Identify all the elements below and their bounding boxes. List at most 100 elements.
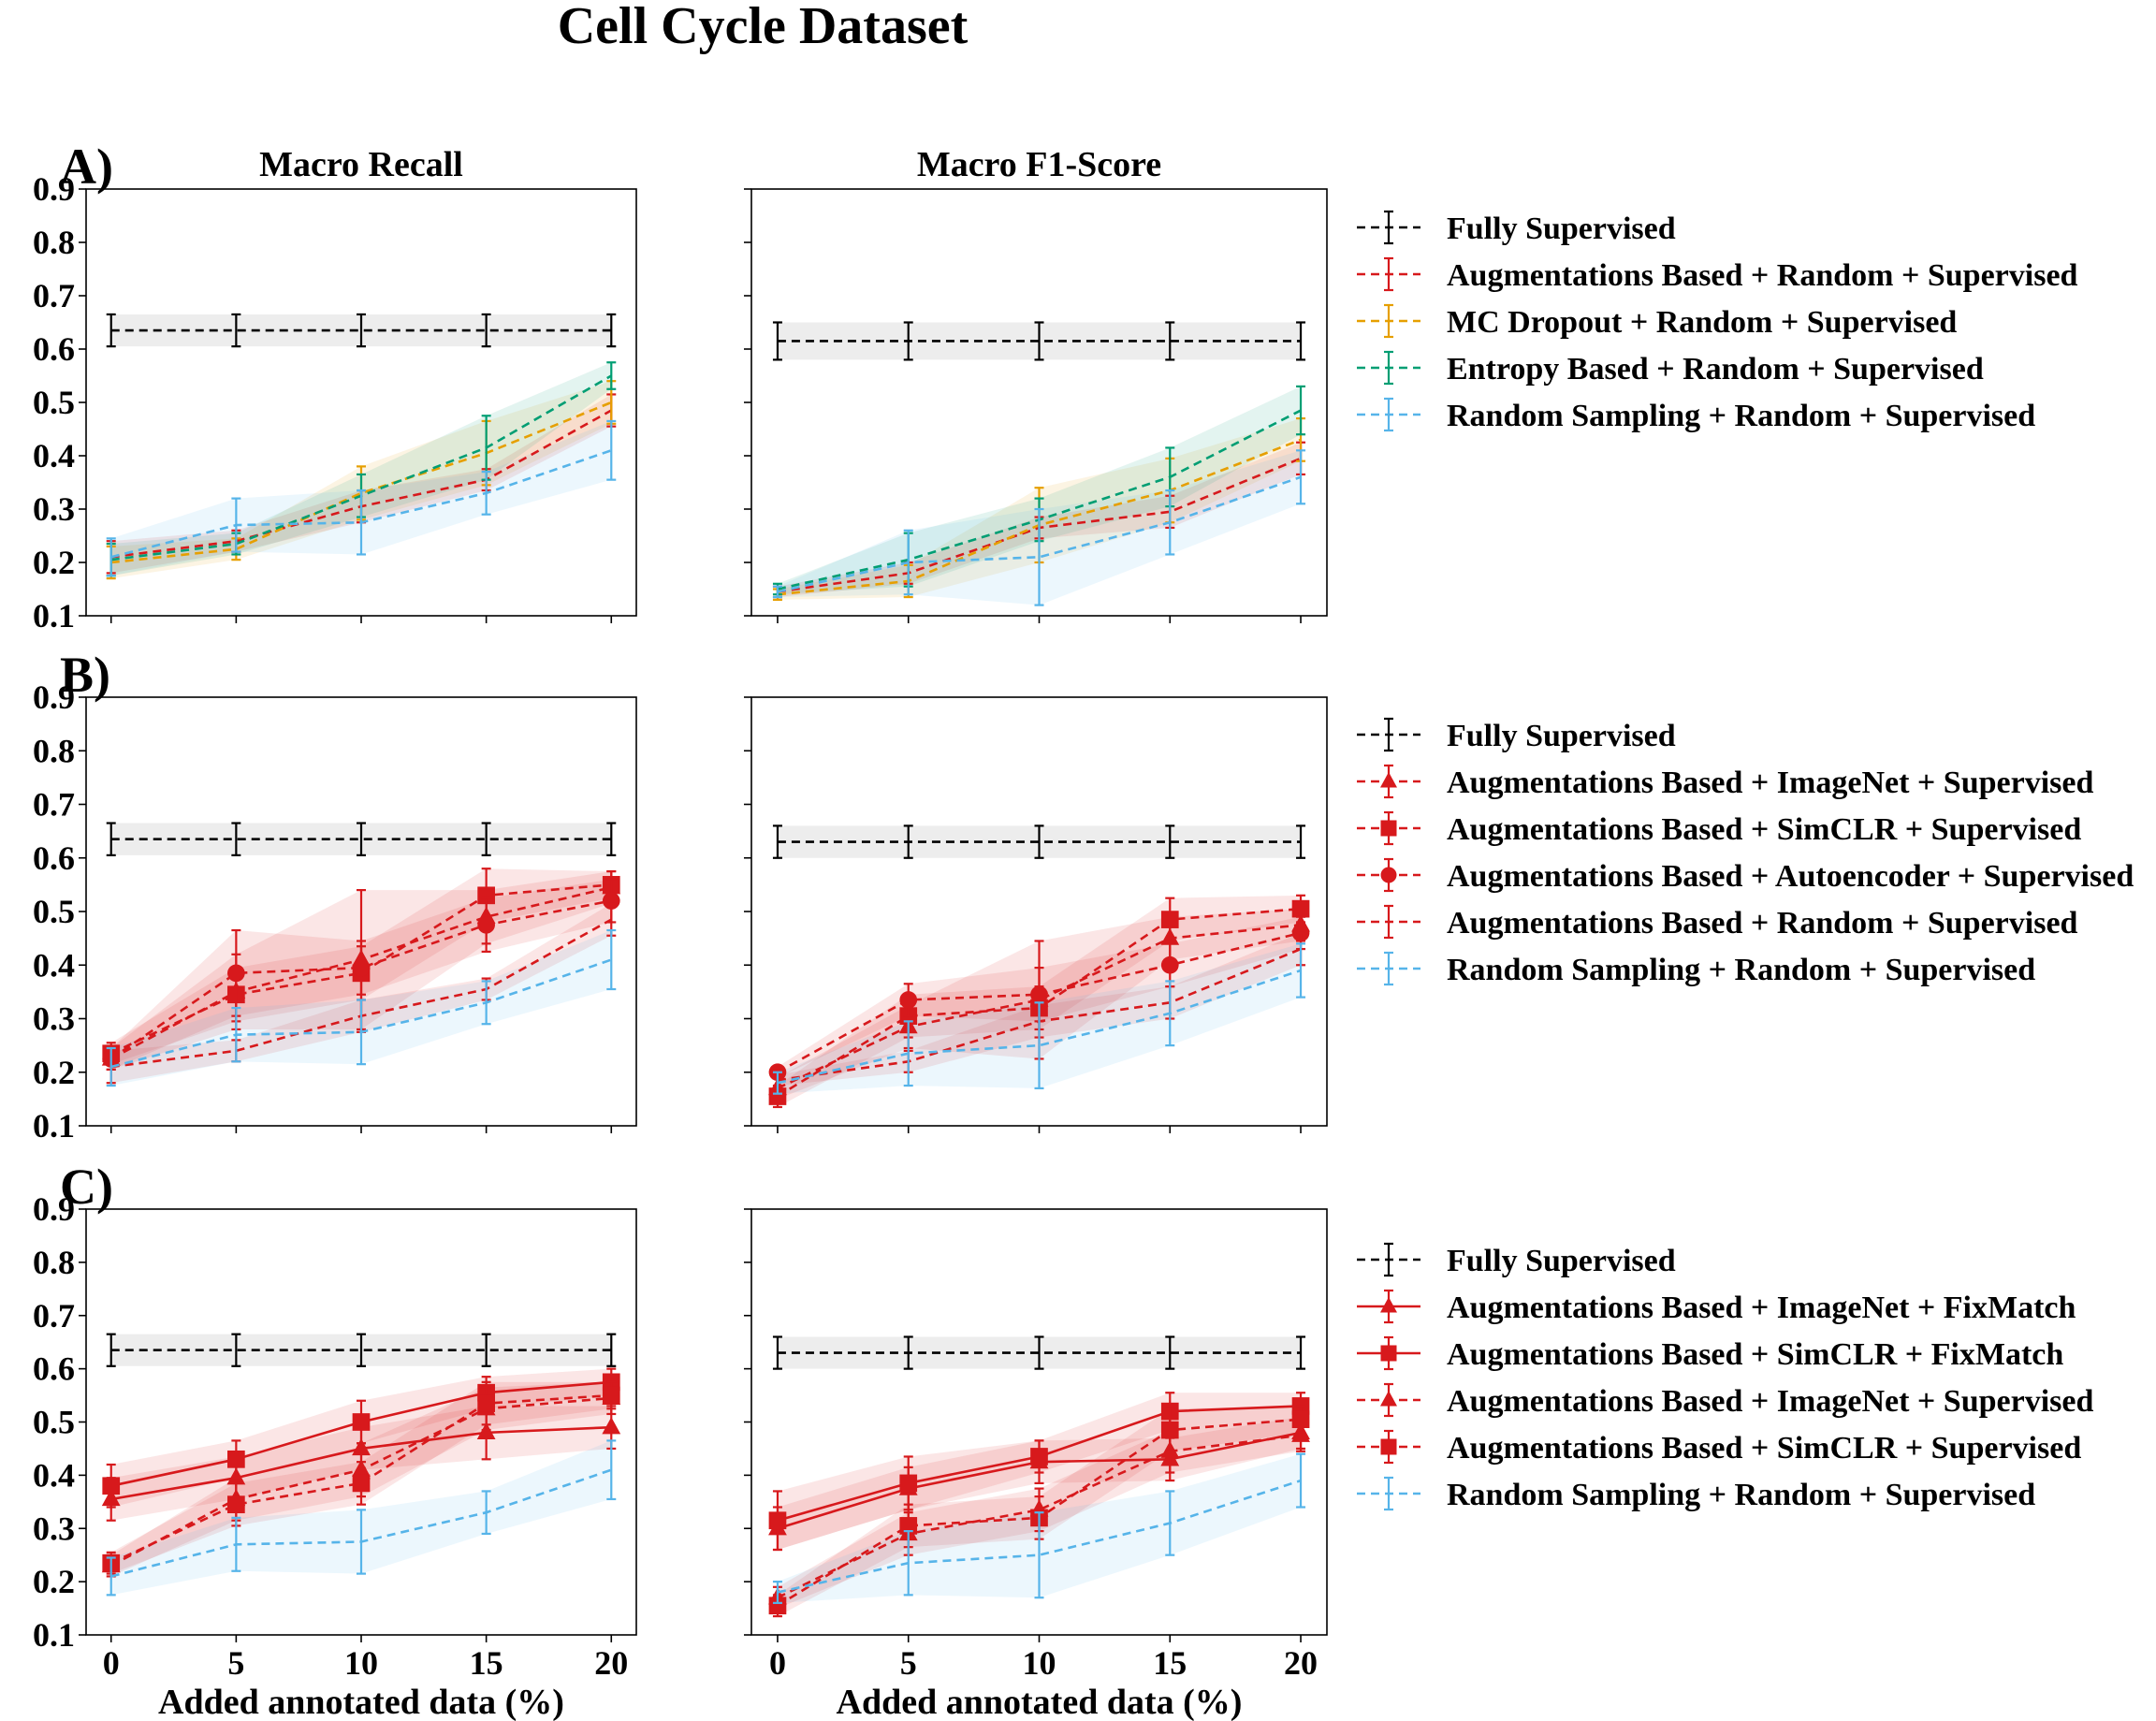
legend-marker <box>1380 1391 1397 1407</box>
legend-entry: Augmentations Based + SimCLR + Supervise… <box>1357 810 2081 847</box>
series-band <box>110 903 612 1084</box>
legend-entry: Fully Supervised <box>1357 717 1676 753</box>
legend-marker <box>1380 820 1397 837</box>
legend-entry: Augmentations Based + ImageNet + FixMatc… <box>1357 1289 2076 1325</box>
data-point <box>1160 1421 1179 1439</box>
series-line <box>777 1434 1302 1599</box>
y-tick-label: 0.8 <box>33 224 75 261</box>
data-point <box>1291 1410 1310 1429</box>
series-line <box>777 924 1302 1090</box>
series-1 <box>106 313 617 348</box>
legend-entry: Augmentations Based + Random + Supervise… <box>1357 256 2078 293</box>
y-tick-label: 0.2 <box>33 544 75 581</box>
series-line <box>777 931 1302 1073</box>
panel-label: A) <box>60 139 113 195</box>
legend-entry: Augmentations Based + Autoencoder + Supe… <box>1357 857 2134 894</box>
legend-label: Random Sampling + Random + Supervised <box>1447 399 2035 433</box>
data-point <box>1030 985 1048 1004</box>
data-point <box>477 886 495 905</box>
series-6 <box>106 1439 617 1597</box>
legend-label: Random Sampling + Random + Supervised <box>1447 953 2035 987</box>
panel-4 <box>744 696 1328 1133</box>
data-point <box>352 1474 371 1493</box>
legend-entry: Augmentations Based + SimCLR + Supervise… <box>1357 1429 2081 1466</box>
y-tick-label: 0.8 <box>33 1244 75 1281</box>
y-tick-label: 0.8 <box>33 732 75 769</box>
y-tick-label: 0.9 <box>33 1190 75 1228</box>
series-1 <box>772 824 1306 859</box>
data-point <box>602 892 620 910</box>
legend-entry: Random Sampling + Random + Supervised <box>1357 1476 2035 1512</box>
legend-label: Augmentations Based + Random + Supervise… <box>1447 258 2078 293</box>
legend-entry: Augmentations Based + ImageNet + Supervi… <box>1357 764 2093 800</box>
x-tick-label: 20 <box>594 1644 628 1682</box>
y-tick-label: 0.5 <box>33 384 75 421</box>
legend-label: Augmentations Based + SimCLR + Supervise… <box>1447 812 2081 847</box>
data-point <box>477 915 495 934</box>
series-line <box>110 1393 612 1565</box>
x-tick-label: 5 <box>227 1644 244 1682</box>
series-4 <box>102 878 620 1071</box>
series-line <box>109 899 612 1060</box>
y-tick-label: 0.4 <box>33 1456 75 1494</box>
data-point <box>1160 911 1179 928</box>
legend-marker <box>1380 1345 1397 1362</box>
data-point <box>227 1450 245 1468</box>
data-point <box>768 1597 787 1615</box>
legend-label: Augmentations Based + ImageNet + Supervi… <box>1447 1384 2093 1419</box>
series-1 <box>772 321 1306 361</box>
series-6 <box>772 942 1306 1095</box>
data-point <box>477 1394 495 1412</box>
legend-marker <box>1380 772 1397 788</box>
figure-title: Cell Cycle Dataset <box>558 0 969 55</box>
legend-2: Fully Supervised Augmentations Based + Im… <box>1357 717 2134 987</box>
data-point <box>352 1413 371 1431</box>
series-line <box>777 969 1302 1085</box>
y-tick-label: 0.7 <box>33 277 75 314</box>
series-5 <box>772 449 1306 606</box>
series-5 <box>768 1405 1310 1618</box>
panel-label: B) <box>60 647 110 703</box>
y-tick-label: 0.6 <box>33 839 75 877</box>
panel-title: Macro F1-Score <box>917 145 1161 184</box>
y-tick-label: 0.9 <box>33 170 75 208</box>
legend-marker <box>1380 1297 1397 1313</box>
data-point <box>102 1477 121 1495</box>
y-tick-label: 0.7 <box>33 786 75 824</box>
legend-label: Augmentations Based + ImageNet + Supervi… <box>1447 766 2093 800</box>
data-point <box>602 1417 621 1435</box>
y-tick-label: 0.9 <box>33 678 75 716</box>
data-point <box>1030 1448 1048 1466</box>
data-point <box>768 1511 787 1530</box>
legend-marker <box>1380 867 1397 883</box>
legend-label: Augmentations Based + ImageNet + FixMatc… <box>1447 1291 2076 1325</box>
x-tick-label: 20 <box>1284 1644 1318 1682</box>
y-tick-label: 0.1 <box>33 1107 75 1145</box>
series-6 <box>106 928 617 1087</box>
legend-1: Fully Supervised Augmentations Based + Ra… <box>1357 210 2078 433</box>
legend-label: Fully Supervised <box>1447 719 1676 753</box>
y-tick-label: 0.6 <box>33 330 75 368</box>
y-tick-label: 0.3 <box>33 490 75 528</box>
y-tick-label: 0.1 <box>33 597 75 634</box>
legend-entry: Augmentations Based + ImageNet + Supervi… <box>1357 1382 2093 1419</box>
legend-label: Random Sampling + Random + Supervised <box>1447 1478 2035 1512</box>
data-point <box>227 1495 245 1514</box>
legend-entry: MC Dropout + Random + Supervised <box>1357 303 1957 340</box>
legend-entry: Fully Supervised <box>1357 210 1676 246</box>
legend-label: Augmentations Based + Autoencoder + Supe… <box>1447 859 2134 894</box>
legends: Fully Supervised Augmentations Based + Ra… <box>1357 210 2134 1512</box>
series-line <box>110 883 612 1055</box>
x-tick-label: 15 <box>1153 1644 1187 1682</box>
y-tick-label: 0.2 <box>33 1054 75 1091</box>
legend-marker <box>1380 1438 1397 1455</box>
legend-entry: Entropy Based + Random + Supervised <box>1357 350 1984 386</box>
y-tick-label: 0.3 <box>33 1000 75 1038</box>
data-point <box>227 964 245 983</box>
series-1 <box>106 822 617 856</box>
x-tick-label: 15 <box>470 1644 503 1682</box>
legend-3: Fully Supervised Augmentations Based + Im… <box>1357 1242 2093 1512</box>
x-tick-label: 0 <box>103 1644 120 1682</box>
panel-5: 0.1 0.2 0.3 0.4 0.5 0.6 0.7 0.8 0.9 0 5 10 15 20 Added… <box>33 1159 637 1721</box>
